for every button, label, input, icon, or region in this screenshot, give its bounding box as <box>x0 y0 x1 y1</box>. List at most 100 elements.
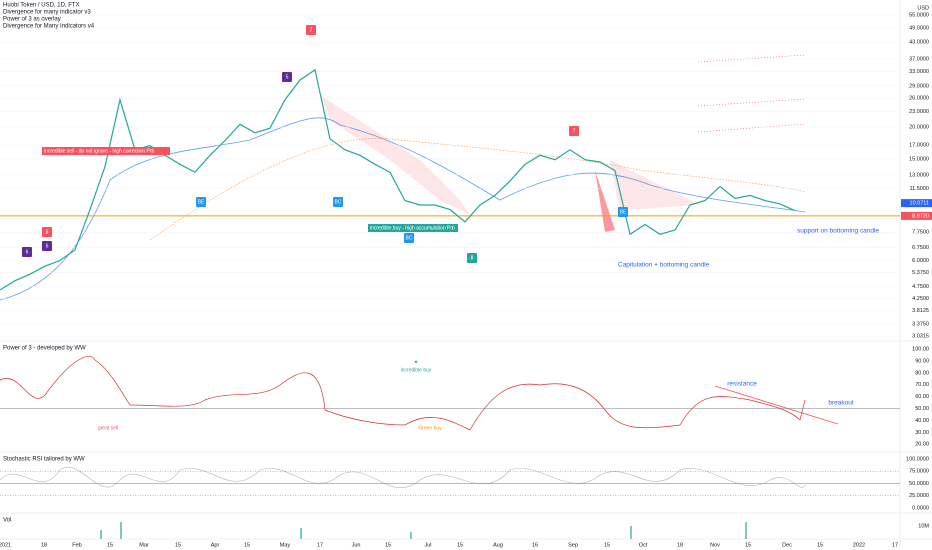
signal-marker-label: 5 <box>286 74 289 80</box>
signal-marker <box>404 233 414 243</box>
time-label: 18 <box>41 542 47 548</box>
signal-marker-label: 8 <box>46 229 49 235</box>
time-label: 15 <box>457 542 463 548</box>
time-label: 2022 <box>853 542 865 548</box>
signal-marker-label: 7 <box>310 27 313 33</box>
support-label-box <box>901 211 932 220</box>
signal-marker <box>196 197 206 207</box>
bear-zone <box>610 160 700 210</box>
price-tick-label: 3.8125 <box>912 308 929 314</box>
price-tick-label: 4.7500 <box>912 284 929 290</box>
signal-marker <box>333 197 343 207</box>
resistance-line <box>714 385 839 425</box>
panel-title: Stochastic RSI tailored by WW <box>3 457 85 463</box>
time-label: May <box>280 542 291 548</box>
time-label: 16 <box>532 542 538 548</box>
time-label: 2021 <box>0 542 11 548</box>
moving-average-orange <box>149 138 806 241</box>
price-tick-label: 3.3750 <box>912 322 929 328</box>
panel-note: ★ <box>414 359 419 365</box>
panel-note: incredible buy <box>401 367 432 373</box>
power-tick-label: 60.00 <box>915 394 929 400</box>
moving-average <box>0 117 806 301</box>
panel-title: Power of 3 - developed by WW <box>3 346 86 352</box>
time-label: 15 <box>175 542 181 548</box>
time-label: Apr <box>211 542 220 548</box>
price-tick-label: 49.0000 <box>909 25 929 31</box>
price-tick-label: 5.3750 <box>912 270 929 276</box>
panel-title: Vol <box>3 518 11 524</box>
signal-marker-label: 6 <box>46 243 49 249</box>
time-label: 15 <box>745 542 751 548</box>
vol-tick-label: 10M <box>918 523 929 529</box>
power-tick-label: 80.00 <box>915 370 929 376</box>
price-tick-label: 17.0000 <box>909 143 929 149</box>
time-label: 15 <box>244 542 250 548</box>
price-tick-label: 4.2500 <box>912 296 929 302</box>
symbol: Huobi Token / USD, 1D, FTX <box>3 3 80 9</box>
indicator-name: Divergence for many indicator v3 <box>3 10 91 16</box>
time-label: 15 <box>817 542 823 548</box>
time-label: 17 <box>892 542 898 548</box>
power-tick-label: 20.00 <box>915 442 929 448</box>
annotation: incredible sell - do not ignore - high c… <box>44 148 155 154</box>
time-label: Jul <box>424 542 431 548</box>
price-tick-label: 23.0000 <box>909 109 929 115</box>
signal-marker <box>306 25 316 35</box>
time-label: 15 <box>604 542 610 548</box>
price-tick-label: 7.7500 <box>912 230 929 236</box>
signal-marker-label: BE <box>198 199 205 205</box>
price-tick-label: 33.0000 <box>909 69 929 75</box>
stoch-tick-label: 25.0000 <box>909 493 929 499</box>
price-tick-label: 20.0000 <box>909 125 929 131</box>
price-tick-label: 55.0000 <box>909 12 929 18</box>
annotation-box <box>42 147 170 155</box>
price-tick-label: 3.0315 <box>912 334 929 340</box>
power-tick-label: 70.00 <box>915 382 929 388</box>
support-label: 8.9720 <box>912 213 929 219</box>
signal-marker-label: 8 <box>471 255 474 261</box>
time-label: Nov <box>710 542 720 548</box>
price-tick-label: 37.0000 <box>909 56 929 62</box>
time-label: Dec <box>782 542 792 548</box>
price-tick-label: 6.7500 <box>912 245 929 251</box>
signal-marker <box>569 126 579 136</box>
power-tick-label: 40.00 <box>915 418 929 424</box>
time-label: 15 <box>385 542 391 548</box>
stoch-tick-label: 75.0000 <box>909 469 929 475</box>
time-label: Sep <box>568 542 578 548</box>
price-tick-label: 26.0000 <box>909 95 929 101</box>
price-tick-label: 11.5000 <box>910 186 929 192</box>
stoch-tick-label: 0.0000 <box>912 505 929 511</box>
stoch-line <box>0 467 806 488</box>
signal-marker <box>42 227 52 237</box>
signal-marker <box>282 72 292 82</box>
signal-marker <box>467 253 477 263</box>
power-tick-label: 30.00 <box>915 430 929 436</box>
power-tick-label: 50.00 <box>915 406 929 412</box>
price-tick-label: 29.0000 <box>909 83 929 89</box>
signal-marker-label: BC <box>335 199 342 205</box>
signal-marker <box>22 247 32 257</box>
time-label: 18 <box>677 542 683 548</box>
time-label: Mar <box>139 542 149 548</box>
time-label: Feb <box>72 542 81 548</box>
power-line <box>0 356 806 431</box>
signal-marker-label: 7 <box>573 128 576 134</box>
panel-note: great sell <box>98 425 118 431</box>
power-tick-label: 90.00 <box>915 358 929 364</box>
signal-marker <box>42 241 52 251</box>
time-label: 15 <box>107 542 113 548</box>
power-tick-label: 100.00 <box>912 346 929 352</box>
price-tick-label: 13.0000 <box>909 172 929 178</box>
indicator-name: Power of 3 as overlay <box>3 17 61 23</box>
volume-bars <box>100 522 747 539</box>
price-tick-label: 15.0000 <box>909 156 929 162</box>
panel-note: Green buy <box>418 425 442 431</box>
signal-marker-label: 6 <box>26 249 29 255</box>
bear-zone <box>320 95 470 215</box>
signal-marker <box>618 207 628 217</box>
panel-note: breakout <box>828 400 853 407</box>
